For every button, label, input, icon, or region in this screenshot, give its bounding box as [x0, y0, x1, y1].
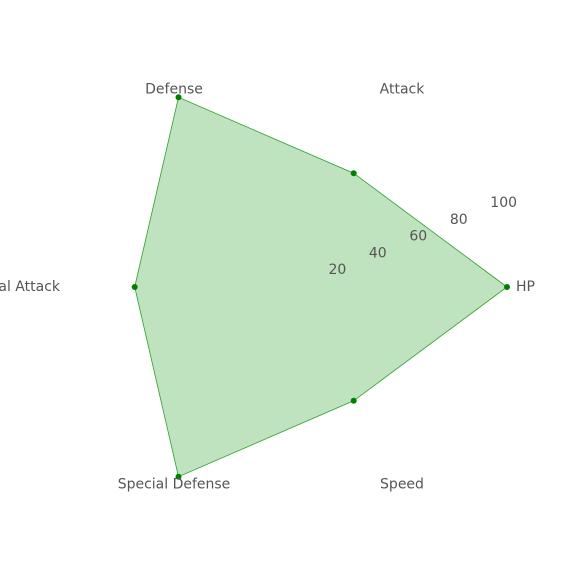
axis-label-special-attack: Special Attack — [0, 279, 61, 295]
data-point-defense — [175, 94, 182, 101]
radar-area-layer — [134, 96, 508, 478]
data-point-special-defense — [175, 473, 182, 480]
radial-tick-label: 40 — [369, 246, 387, 262]
radial-tick-label: 20 — [329, 262, 347, 278]
axis-label-layer: HP Attack Defense Special Attack Special Def… — [0, 82, 535, 493]
axis-label-attack: Attack — [380, 82, 426, 98]
axis-label-speed: Speed — [380, 477, 424, 493]
data-point-attack — [350, 170, 357, 177]
radar-series-area — [134, 96, 508, 478]
data-point-special-attack — [131, 284, 138, 290]
radial-tick-label: 80 — [450, 212, 468, 228]
radial-tick-label: 60 — [409, 229, 427, 245]
radial-tick-label: 100 — [490, 195, 517, 211]
axis-label-defense: Defense — [145, 82, 203, 98]
radar-point-layer — [131, 94, 510, 480]
axis-label-hp: HP — [516, 279, 535, 295]
axis-label-special-defense: Special Defense — [118, 477, 231, 493]
data-point-speed — [350, 397, 357, 404]
data-point-hp — [504, 284, 510, 290]
radial-tick-layer: 20 40 60 80 100 — [329, 195, 518, 278]
